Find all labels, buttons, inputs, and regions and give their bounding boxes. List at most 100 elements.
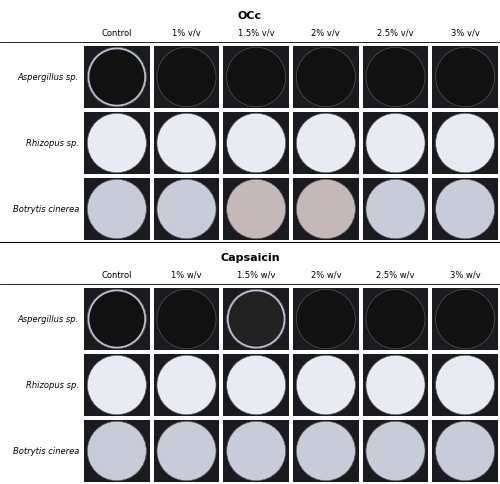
FancyBboxPatch shape: [432, 112, 498, 174]
Ellipse shape: [298, 357, 354, 413]
Ellipse shape: [90, 291, 144, 347]
Ellipse shape: [368, 49, 423, 105]
Text: Aspergillus sp.: Aspergillus sp.: [18, 315, 79, 323]
Ellipse shape: [157, 355, 216, 415]
Ellipse shape: [226, 113, 286, 173]
Text: 2% v/v: 2% v/v: [312, 29, 340, 37]
Ellipse shape: [368, 115, 423, 171]
Text: 2.5% v/v: 2.5% v/v: [377, 29, 414, 37]
FancyBboxPatch shape: [293, 46, 358, 108]
Ellipse shape: [88, 179, 146, 239]
FancyBboxPatch shape: [154, 288, 220, 350]
Ellipse shape: [438, 291, 492, 347]
FancyBboxPatch shape: [154, 354, 220, 416]
Ellipse shape: [436, 179, 494, 239]
FancyBboxPatch shape: [293, 420, 358, 482]
Text: OCc: OCc: [238, 11, 262, 21]
Ellipse shape: [436, 355, 494, 415]
Text: Rhizopus sp.: Rhizopus sp.: [26, 380, 79, 390]
Ellipse shape: [88, 47, 146, 107]
Ellipse shape: [159, 49, 214, 105]
FancyBboxPatch shape: [84, 288, 150, 350]
Ellipse shape: [228, 357, 283, 413]
Ellipse shape: [228, 115, 283, 171]
Ellipse shape: [159, 115, 214, 171]
Ellipse shape: [159, 182, 214, 237]
FancyBboxPatch shape: [432, 178, 498, 240]
Text: Control: Control: [102, 271, 132, 279]
Text: 1% v/v: 1% v/v: [172, 29, 201, 37]
Ellipse shape: [88, 421, 146, 481]
FancyBboxPatch shape: [432, 420, 498, 482]
Ellipse shape: [157, 289, 216, 349]
Ellipse shape: [298, 424, 354, 479]
FancyBboxPatch shape: [362, 178, 428, 240]
Ellipse shape: [298, 49, 354, 105]
FancyBboxPatch shape: [293, 112, 358, 174]
Ellipse shape: [296, 179, 356, 239]
Text: Botrytis cinerea: Botrytis cinerea: [12, 205, 79, 213]
FancyBboxPatch shape: [154, 178, 220, 240]
FancyBboxPatch shape: [362, 288, 428, 350]
Ellipse shape: [298, 115, 354, 171]
Ellipse shape: [157, 113, 216, 173]
Ellipse shape: [226, 289, 286, 349]
Text: 1.5% w/v: 1.5% w/v: [237, 271, 276, 279]
Text: 1% w/v: 1% w/v: [171, 271, 202, 279]
Ellipse shape: [296, 421, 356, 481]
Ellipse shape: [438, 49, 492, 105]
Ellipse shape: [228, 424, 283, 479]
Ellipse shape: [159, 291, 214, 347]
Ellipse shape: [159, 357, 214, 413]
Ellipse shape: [157, 47, 216, 107]
Ellipse shape: [298, 291, 354, 347]
Ellipse shape: [438, 182, 492, 237]
FancyBboxPatch shape: [432, 288, 498, 350]
FancyBboxPatch shape: [154, 112, 220, 174]
FancyBboxPatch shape: [224, 46, 289, 108]
Ellipse shape: [228, 182, 283, 237]
Ellipse shape: [366, 47, 425, 107]
FancyBboxPatch shape: [224, 354, 289, 416]
Text: 1.5% v/v: 1.5% v/v: [238, 29, 275, 37]
Text: Capsaicin: Capsaicin: [220, 253, 280, 263]
Ellipse shape: [226, 47, 286, 107]
FancyBboxPatch shape: [362, 112, 428, 174]
Text: 3% w/v: 3% w/v: [450, 271, 480, 279]
Ellipse shape: [438, 424, 492, 479]
FancyBboxPatch shape: [84, 420, 150, 482]
FancyBboxPatch shape: [154, 46, 220, 108]
Ellipse shape: [88, 355, 146, 415]
FancyBboxPatch shape: [84, 112, 150, 174]
Ellipse shape: [366, 179, 425, 239]
Ellipse shape: [368, 182, 423, 237]
Ellipse shape: [90, 424, 144, 479]
Ellipse shape: [438, 357, 492, 413]
FancyBboxPatch shape: [224, 288, 289, 350]
Ellipse shape: [88, 289, 146, 349]
FancyBboxPatch shape: [84, 354, 150, 416]
Ellipse shape: [438, 115, 492, 171]
FancyBboxPatch shape: [293, 288, 358, 350]
Ellipse shape: [296, 355, 356, 415]
Ellipse shape: [296, 113, 356, 173]
Text: 2.5% w/v: 2.5% w/v: [376, 271, 415, 279]
FancyBboxPatch shape: [432, 354, 498, 416]
Ellipse shape: [366, 113, 425, 173]
FancyBboxPatch shape: [432, 46, 498, 108]
FancyBboxPatch shape: [84, 46, 150, 108]
Ellipse shape: [159, 424, 214, 479]
FancyBboxPatch shape: [154, 420, 220, 482]
Ellipse shape: [90, 182, 144, 237]
Text: 2% w/v: 2% w/v: [310, 271, 341, 279]
Ellipse shape: [228, 291, 283, 347]
Ellipse shape: [226, 179, 286, 239]
FancyBboxPatch shape: [362, 354, 428, 416]
Text: Control: Control: [102, 29, 132, 37]
FancyBboxPatch shape: [224, 112, 289, 174]
FancyBboxPatch shape: [224, 178, 289, 240]
Ellipse shape: [298, 182, 354, 237]
FancyBboxPatch shape: [362, 46, 428, 108]
Ellipse shape: [366, 421, 425, 481]
Ellipse shape: [366, 355, 425, 415]
